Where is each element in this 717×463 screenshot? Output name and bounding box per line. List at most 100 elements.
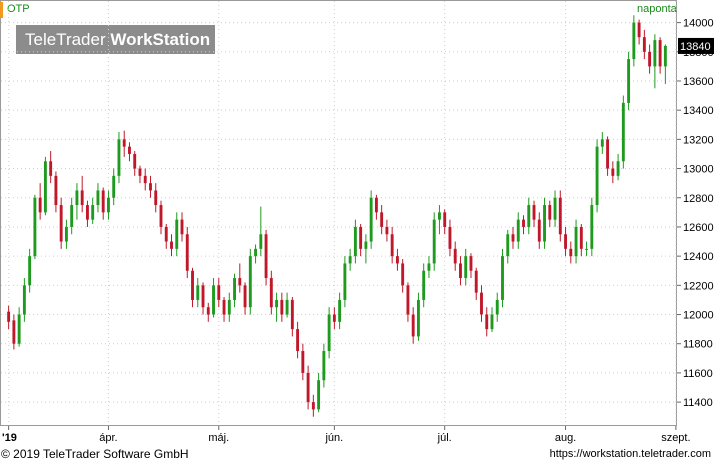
candle-body xyxy=(401,263,405,286)
logo-bold-text: WorkStation xyxy=(110,30,211,49)
candle-body xyxy=(522,219,525,227)
candle-body xyxy=(574,226,578,257)
y-tick-label: 11800 xyxy=(683,339,713,351)
period-label[interactable]: naponta xyxy=(637,3,677,15)
candle-body xyxy=(322,351,326,381)
candle-body xyxy=(133,153,137,169)
candle-body xyxy=(579,226,583,249)
ticker-symbol: OTP xyxy=(7,3,30,15)
candle-body xyxy=(359,226,363,249)
source-url-link[interactable]: https://workstation.teletrader.com xyxy=(549,448,711,460)
candle-body xyxy=(663,45,667,67)
candle-body xyxy=(485,314,489,330)
candle-body xyxy=(28,256,32,286)
candle-body xyxy=(353,226,357,257)
candle-body xyxy=(532,205,536,220)
candle-body xyxy=(600,139,604,147)
y-tick-label: 13000 xyxy=(683,164,714,176)
candle-body xyxy=(390,234,394,257)
ticker-accent-bar xyxy=(0,2,3,18)
candle-body xyxy=(438,212,441,220)
y-tick-label: 13200 xyxy=(683,134,714,146)
candle-body xyxy=(180,219,184,235)
candle-body xyxy=(653,40,657,67)
candle-body xyxy=(80,190,84,206)
last-price-box xyxy=(678,37,714,54)
candle-body xyxy=(432,219,436,264)
candle-body xyxy=(464,256,468,279)
candle-body xyxy=(459,263,462,279)
candle-body xyxy=(527,205,531,227)
candle-body xyxy=(43,161,47,213)
candle-body xyxy=(558,197,562,235)
candle-body xyxy=(648,51,652,67)
candle-body xyxy=(49,161,53,176)
candle-body xyxy=(138,168,142,176)
candle-body xyxy=(128,146,131,154)
candle-body xyxy=(474,270,478,293)
y-tick-label: 12600 xyxy=(683,222,714,234)
watermark-logo: TeleTrader WorkStation xyxy=(16,25,215,54)
candle-body xyxy=(33,197,37,257)
candle-body xyxy=(85,205,89,220)
logo-regular-text: TeleTrader xyxy=(25,30,111,49)
candle-body xyxy=(59,205,63,242)
candle-body xyxy=(416,299,420,337)
candle-body xyxy=(248,256,252,308)
candle-body xyxy=(64,226,68,242)
candle-body xyxy=(411,314,415,337)
candle-body xyxy=(91,205,95,220)
candle-body xyxy=(516,219,520,242)
candle-body xyxy=(143,175,147,184)
candle-body xyxy=(206,307,210,315)
candle-body xyxy=(107,197,110,213)
candle-body xyxy=(348,256,352,264)
candle-body xyxy=(338,299,342,322)
candle-body xyxy=(285,299,289,315)
candle-body xyxy=(506,234,510,257)
candle-body xyxy=(154,190,158,206)
candle-body xyxy=(149,183,152,191)
candle-body xyxy=(501,256,504,300)
candle-body xyxy=(427,263,431,271)
candle-body xyxy=(275,299,279,308)
x-tick-label: júl. xyxy=(437,432,452,444)
y-tick-label: 12200 xyxy=(683,280,714,292)
candle-body xyxy=(395,256,399,264)
candle-body xyxy=(96,190,100,206)
candle-body xyxy=(70,205,74,227)
copyright-text: © 2019 TeleTrader Software GmbH xyxy=(1,447,189,461)
candle-body xyxy=(590,205,594,249)
candle-body xyxy=(317,380,321,410)
candle-body xyxy=(380,212,384,227)
candle-body xyxy=(185,234,189,271)
y-tick-label: 12000 xyxy=(683,310,714,322)
candle-body xyxy=(227,299,231,315)
candle-body xyxy=(564,234,567,249)
y-tick-label: 11600 xyxy=(683,368,713,380)
candle-body xyxy=(621,102,625,162)
candle-body xyxy=(511,234,515,242)
candle-body xyxy=(101,190,105,213)
candle-body xyxy=(290,299,294,330)
candle-body xyxy=(38,197,42,213)
candle-body xyxy=(490,314,494,330)
candle-body xyxy=(17,314,21,344)
y-tick-label: 12400 xyxy=(683,251,714,263)
plot-area-border xyxy=(0,0,677,426)
candle-body xyxy=(595,146,599,206)
candle-body xyxy=(543,205,546,242)
candle-body xyxy=(637,22,641,38)
candle-body xyxy=(159,205,163,227)
candle-body xyxy=(243,285,247,308)
candle-body xyxy=(259,234,263,249)
candle-body xyxy=(553,197,557,220)
candle-body xyxy=(632,22,636,60)
candle-body xyxy=(443,212,447,227)
y-tick-label: 14000 xyxy=(683,18,714,30)
candle-body xyxy=(233,278,236,300)
candle-body xyxy=(311,402,315,410)
candle-body xyxy=(75,190,79,206)
